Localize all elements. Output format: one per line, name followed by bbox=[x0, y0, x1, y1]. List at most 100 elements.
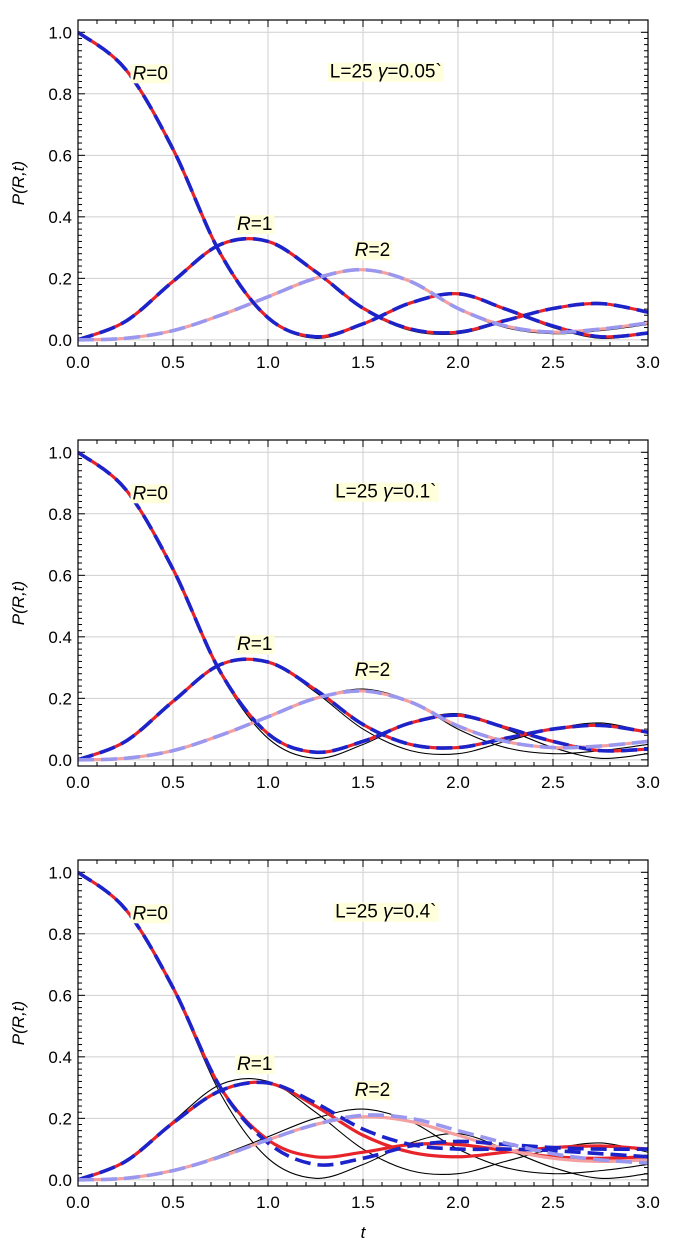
annotation-2: R=1 bbox=[234, 634, 275, 655]
y-axis-label: P(R,t) bbox=[9, 581, 28, 625]
y-tick-label: 0.2 bbox=[48, 269, 72, 288]
chart-3: 0.0 0.5 1.0 1.5 2.0 2.5 3.0 0.0 0.2 0.4 0.6 0.8 1.0 P… bbox=[9, 859, 660, 1242]
annotation-4: L=25 γ=0.4` bbox=[333, 902, 439, 923]
x-tick-label: 0.0 bbox=[66, 353, 90, 372]
x-tick-label: 0.5 bbox=[161, 773, 185, 792]
annotation-label: R=1 bbox=[237, 1054, 272, 1075]
x-tick-label: 3.0 bbox=[636, 773, 660, 792]
y-tick-label: 1.0 bbox=[48, 863, 72, 882]
plot-frame bbox=[77, 859, 649, 1187]
series-group bbox=[78, 450, 648, 762]
x-tick-label: 3.0 bbox=[636, 1193, 660, 1212]
x-tick-label: 0.5 bbox=[161, 1193, 185, 1212]
annotation-label: L=25 γ=0.1` bbox=[335, 482, 436, 503]
annotation-2: R=1 bbox=[234, 1054, 275, 1075]
y-tick-label: 0.2 bbox=[48, 1109, 72, 1128]
annotation-3: R=2 bbox=[352, 240, 393, 261]
chart-1: 0.0 0.5 1.0 1.5 2.0 2.5 3.0 0.0 0.2 0.4 0.6 0.8 1.0 P… bbox=[9, 19, 660, 372]
annotation-1: R=0 bbox=[130, 483, 170, 504]
x-tick-label: 3.0 bbox=[636, 353, 660, 372]
annotation-3: R=2 bbox=[352, 660, 393, 681]
x-tick-label: 0.5 bbox=[161, 353, 185, 372]
x-tick-label: 0.0 bbox=[66, 773, 90, 792]
y-tick-label: 1.0 bbox=[48, 443, 72, 462]
y-tick-label: 0.4 bbox=[48, 1048, 72, 1067]
annotation-box bbox=[130, 484, 170, 504]
x-tick-label: 2.0 bbox=[446, 1193, 470, 1212]
y-tick-label: 0.8 bbox=[48, 925, 72, 944]
annotation-box bbox=[333, 902, 439, 922]
x-tick-label: 1.5 bbox=[351, 1193, 375, 1212]
x-tick-label: 1.0 bbox=[256, 773, 280, 792]
series-line-9 bbox=[78, 267, 648, 342]
y-axis-label: P(R,t) bbox=[9, 1001, 28, 1045]
y-axis-label: P(R,t) bbox=[9, 161, 28, 205]
annotation-label: L=25 γ=0.05` bbox=[330, 62, 442, 83]
annotation-4: L=25 γ=0.05` bbox=[327, 62, 444, 83]
series-line-7 bbox=[78, 30, 648, 339]
grid bbox=[77, 20, 649, 346]
y-tick-label: 0.6 bbox=[48, 146, 72, 165]
plot-frame bbox=[77, 19, 649, 347]
annotation-box bbox=[327, 62, 444, 82]
annotation-label: R=2 bbox=[355, 1080, 390, 1101]
y-tick-label: 0.8 bbox=[48, 85, 72, 104]
annotation-box bbox=[234, 1054, 275, 1074]
series-line-8 bbox=[78, 657, 648, 762]
series-group bbox=[78, 30, 648, 342]
annotation-label: R=0 bbox=[132, 63, 167, 84]
series-group bbox=[78, 870, 648, 1182]
annotation-3: R=2 bbox=[352, 1080, 393, 1101]
annotation-1: R=0 bbox=[130, 63, 170, 84]
x-tick-label: 2.5 bbox=[541, 353, 565, 372]
y-tick-label: 0.8 bbox=[48, 505, 72, 524]
x-tick-label: 0.0 bbox=[66, 1193, 90, 1212]
y-tick-label: 0.4 bbox=[48, 208, 72, 227]
series-line-9 bbox=[78, 689, 648, 762]
annotation-box bbox=[130, 904, 170, 924]
y-tick-label: 0.4 bbox=[48, 628, 72, 647]
annotation-label: R=2 bbox=[355, 660, 390, 681]
annotation-label: L=25 γ=0.4` bbox=[335, 902, 436, 923]
x-tick-label: 1.5 bbox=[351, 773, 375, 792]
annotation-box bbox=[130, 64, 170, 84]
annotation-box bbox=[352, 241, 393, 261]
annotation-2: R=1 bbox=[234, 214, 275, 235]
annotation-label: R=1 bbox=[237, 634, 272, 655]
x-tick-label: 1.0 bbox=[256, 353, 280, 372]
annotation-box bbox=[234, 214, 275, 234]
x-axis-label: t bbox=[361, 1223, 367, 1242]
tick-marks bbox=[77, 440, 649, 766]
series-line-8 bbox=[78, 236, 648, 342]
y-tick-label: 0.6 bbox=[48, 986, 72, 1005]
annotation-box bbox=[234, 634, 275, 654]
annotation-box bbox=[352, 661, 393, 681]
series-line-7 bbox=[78, 870, 648, 1167]
series-line-9 bbox=[78, 1113, 648, 1182]
annotation-label: R=0 bbox=[132, 903, 167, 924]
annotation-4: L=25 γ=0.1` bbox=[333, 482, 439, 503]
x-tick-label: 2.5 bbox=[541, 773, 565, 792]
y-tick-label: 1.0 bbox=[48, 23, 72, 42]
y-tick-label: 0.2 bbox=[48, 689, 72, 708]
annotation-label: R=0 bbox=[132, 483, 167, 504]
annotation-box bbox=[333, 482, 439, 502]
x-tick-label: 2.0 bbox=[446, 773, 470, 792]
series-line-8 bbox=[78, 1080, 648, 1182]
annotation-box bbox=[352, 1081, 393, 1101]
x-tick-label: 2.0 bbox=[446, 353, 470, 372]
x-tick-label: 1.5 bbox=[351, 353, 375, 372]
y-tick-label: 0.0 bbox=[48, 751, 72, 770]
annotation-label: R=1 bbox=[237, 214, 272, 235]
series-line-7 bbox=[78, 450, 648, 755]
y-tick-label: 0.0 bbox=[48, 331, 72, 350]
x-tick-label: 1.0 bbox=[256, 1193, 280, 1212]
chart-2: 0.0 0.5 1.0 1.5 2.0 2.5 3.0 0.0 0.2 0.4 0.6 0.8 1.0 P… bbox=[9, 439, 660, 792]
annotation-label: R=2 bbox=[355, 240, 390, 261]
plot-frame bbox=[77, 439, 649, 767]
y-tick-label: 0.0 bbox=[48, 1171, 72, 1190]
y-tick-label: 0.6 bbox=[48, 566, 72, 585]
x-tick-label: 2.5 bbox=[541, 1193, 565, 1212]
annotation-1: R=0 bbox=[130, 903, 170, 924]
